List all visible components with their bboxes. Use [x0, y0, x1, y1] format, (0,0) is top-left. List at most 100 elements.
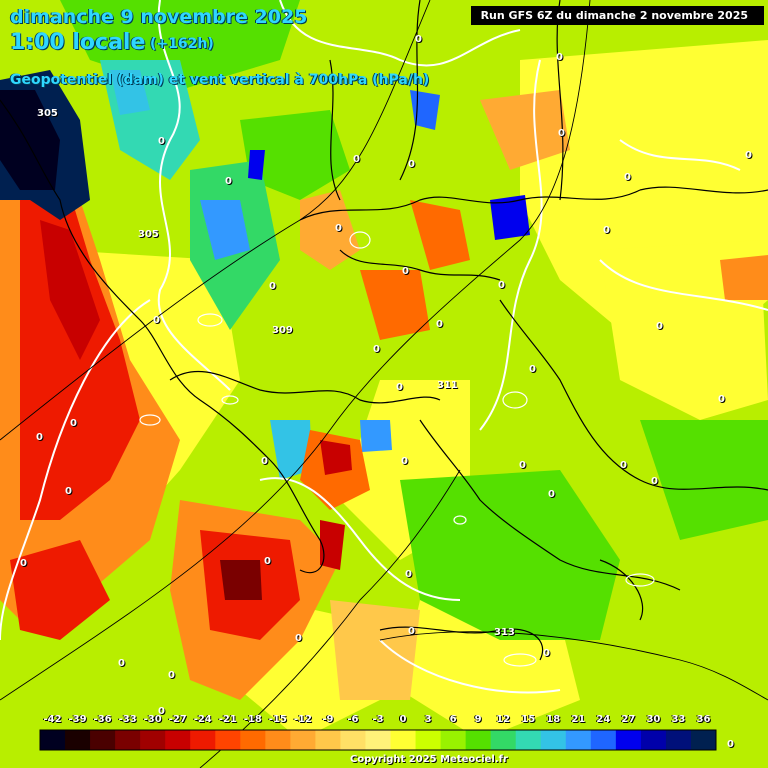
legend-swatch [390, 730, 417, 750]
zero-label: 0 [415, 34, 422, 45]
geopotential-label-309: 309 [272, 325, 293, 336]
legend-swatch [665, 730, 692, 750]
legend-swatch [265, 730, 291, 750]
zero-label: 0 [168, 670, 175, 681]
copyright: Copyright 2025 Meteociel.fr [350, 754, 508, 765]
legend-value: -36 [93, 714, 112, 725]
variable-description: Geopotentiel (dam) et vent vertical à 70… [10, 72, 430, 88]
legend-swatch [415, 730, 442, 750]
legend-value: -3 [372, 714, 384, 725]
zero-label: 0 [70, 418, 77, 429]
legend-swatch [615, 730, 642, 750]
zero-label: 0 [498, 280, 505, 291]
legend-value: 6 [449, 714, 457, 725]
zero-label: 0 [402, 266, 409, 277]
zero-label: 0 [519, 460, 526, 471]
legend-value: -24 [193, 714, 212, 725]
run-label: Run GFS 6Z du dimanche 2 novembre 2025 [470, 6, 764, 25]
legend-swatch [565, 730, 592, 750]
forecast-time: 1:00 locale [10, 30, 146, 55]
legend-value: -6 [347, 714, 359, 725]
legend-swatch [40, 730, 66, 750]
zero-label: 0 [529, 364, 536, 375]
legend-swatch [65, 730, 91, 750]
zero-label: 0 [295, 633, 302, 644]
legend-swatch [115, 730, 141, 750]
zero-label: 0 [556, 52, 563, 63]
zero-label: 0 [396, 382, 403, 393]
legend-value: 24 [596, 714, 611, 725]
legend-value: 0 [399, 714, 407, 725]
geopotential-label-305-b: 305 [138, 229, 159, 240]
legend-swatch [640, 730, 667, 750]
zero-label: 0 [118, 658, 125, 669]
legend-swatch [515, 730, 542, 750]
zero-label: 0 [651, 476, 658, 487]
legend-value: -39 [68, 714, 87, 725]
legend-value: 21 [571, 714, 586, 725]
legend-value: 18 [546, 714, 561, 725]
legend-value: 36 [696, 714, 711, 725]
zero-label: 0 [264, 556, 271, 567]
zero-label: 0 [225, 176, 232, 187]
legend-value: 3 [424, 714, 432, 725]
zero-label: 0 [405, 569, 412, 580]
zero-label: 0 [153, 315, 160, 326]
legend-value: 12 [496, 714, 511, 725]
zero-label: 0 [745, 150, 752, 161]
legend-swatch [540, 730, 567, 750]
zero-label: 0 [408, 159, 415, 170]
geopotential-label-313: 313 [494, 627, 515, 638]
zero-label: 0 [353, 154, 360, 165]
legend-value: 33 [671, 714, 686, 725]
zero-label: 0 [558, 128, 565, 139]
legend-value: 30 [646, 714, 661, 725]
legend-value: -18 [243, 714, 262, 725]
legend-swatch [690, 730, 717, 750]
ascent-zones [100, 60, 530, 480]
zero-label: 0 [620, 460, 627, 471]
zero-label: 0 [373, 344, 380, 355]
zero-label: 0 [624, 172, 631, 183]
forecast-lead: (+162h) [150, 36, 214, 52]
zero-contours [0, 0, 768, 694]
legend-value: 27 [621, 714, 636, 725]
legend-swatch [90, 730, 116, 750]
legend-swatch [190, 730, 216, 750]
legend-value: -42 [43, 714, 62, 725]
legend-value: 15 [521, 714, 536, 725]
zero-label: 0 [269, 281, 276, 292]
islands [139, 231, 655, 667]
legend-value: -15 [268, 714, 287, 725]
zero-label: 0 [603, 225, 610, 236]
zero-label: 0 [656, 321, 663, 332]
geopotential-label-305-a: 305 [37, 108, 58, 119]
legend-swatch [215, 730, 241, 750]
zero-label: 0 [65, 486, 72, 497]
zero-label: 0 [20, 558, 27, 569]
cold-pool [0, 70, 90, 220]
legend-swatch [165, 730, 191, 750]
legend-swatch [440, 730, 467, 750]
zero-label: 0 [261, 456, 268, 467]
legend-value: -12 [293, 714, 312, 725]
forecast-date: dimanche 9 novembre 2025 [10, 6, 308, 28]
zero-label: 0 [718, 394, 725, 405]
legend-value: 9 [474, 714, 482, 725]
legend-value: -9 [322, 714, 334, 725]
legend-colorbar [40, 730, 717, 750]
legend-swatch [240, 730, 266, 750]
legend-swatch [290, 730, 316, 750]
zero-label: 0 [158, 706, 165, 717]
legend-swatch [315, 730, 341, 750]
geopotential-label-311: 311 [437, 380, 458, 391]
legend-swatch [490, 730, 517, 750]
legend-value: -30 [143, 714, 162, 725]
zero-label: 0 [335, 223, 342, 234]
legend-swatch [590, 730, 617, 750]
legend-value: -21 [218, 714, 237, 725]
zero-label: 0 [548, 489, 555, 500]
legend-swatch [465, 730, 492, 750]
